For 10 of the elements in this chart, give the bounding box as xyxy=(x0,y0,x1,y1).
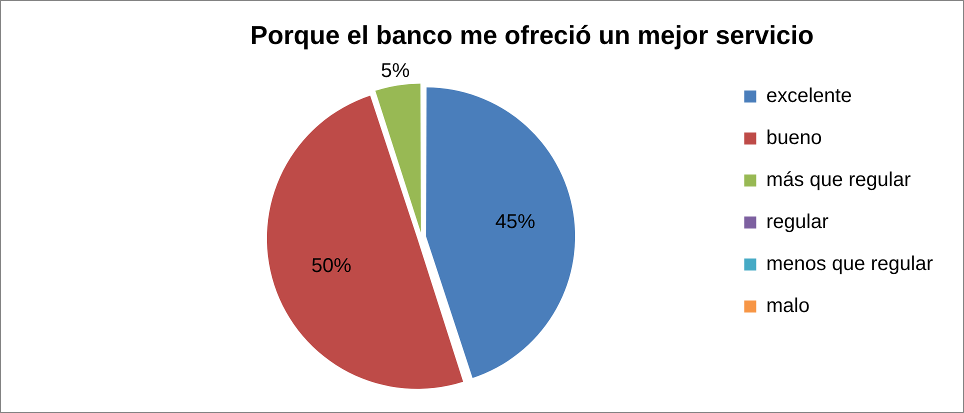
data-label: 50% xyxy=(311,254,352,277)
data-label: 45% xyxy=(495,210,536,233)
legend-label: excelente xyxy=(766,85,852,108)
legend-label: más que regular xyxy=(766,169,912,192)
legend-label: malo xyxy=(766,295,810,318)
legend-label: regular xyxy=(766,211,829,234)
legend-label: bueno xyxy=(766,127,822,150)
data-label: 5% xyxy=(380,60,410,82)
legend-label: menos que regular xyxy=(766,253,934,276)
chart-title: Porque el banco me ofreció un mejor servicio xyxy=(250,20,814,50)
